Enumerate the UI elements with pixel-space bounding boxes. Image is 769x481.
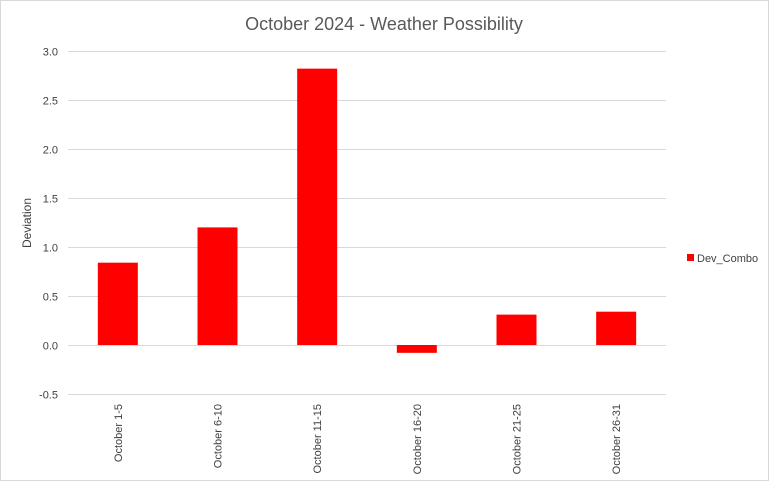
x-tick-label: October 11-15 [312, 404, 324, 474]
bar [97, 262, 138, 345]
y-tick-label: 3.0 [43, 47, 58, 59]
gridlines [68, 51, 666, 395]
x-axis-ticks: October 1-5 October 6-10 October 11-15 Octo… [113, 404, 623, 474]
y-tick-label: 1.5 [43, 194, 58, 206]
bar [496, 314, 537, 345]
legend-swatch [687, 254, 694, 261]
bar [297, 68, 338, 345]
y-tick-label: 1.0 [43, 243, 58, 255]
y-tick-label: 0.0 [43, 341, 58, 353]
x-tick-label: October 16-20 [412, 404, 424, 474]
y-tick-label: 2.5 [43, 96, 58, 108]
bar [197, 227, 238, 345]
chart-title: October 2024 - Weather Possibility [245, 14, 523, 34]
x-tick-label: October 6-10 [213, 404, 225, 468]
x-tick-label: October 26-31 [611, 404, 623, 474]
bar-series [97, 68, 637, 353]
bar [396, 345, 437, 353]
legend-label: Dev_Combo [697, 253, 758, 265]
x-tick-label: October 21-25 [512, 404, 524, 474]
legend: Dev_Combo [687, 253, 758, 265]
bar [596, 311, 637, 345]
y-tick-label: -0.5 [39, 390, 58, 402]
y-tick-label: 2.0 [43, 145, 58, 157]
y-axis-title: Deviation [20, 198, 34, 248]
y-axis-ticks: 3.0 2.5 2.0 1.5 1.0 0.5 0.0 -0.5 [39, 47, 58, 402]
x-tick-label: October 1-5 [113, 404, 125, 462]
y-tick-label: 0.5 [43, 292, 58, 304]
